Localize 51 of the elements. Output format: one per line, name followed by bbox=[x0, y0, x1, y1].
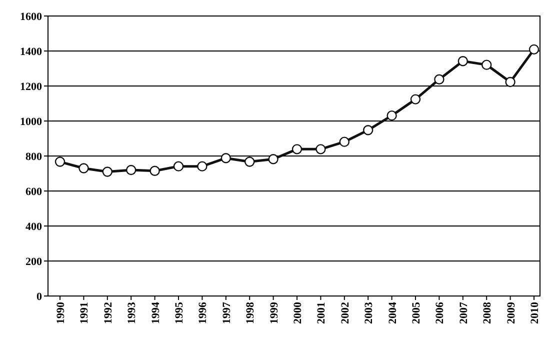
y-tick-label: 800 bbox=[26, 150, 42, 163]
y-tick-label: 1200 bbox=[20, 80, 42, 93]
x-tick-label: 1996 bbox=[197, 302, 210, 324]
point bbox=[434, 74, 444, 84]
x-tick-label: 1990 bbox=[55, 302, 67, 324]
x-tick-label: 2000 bbox=[292, 302, 304, 324]
x-tick-label: 1992 bbox=[102, 302, 114, 324]
point bbox=[197, 161, 208, 172]
x-tick-label: 2006 bbox=[434, 302, 446, 324]
x-tick-label: 2004 bbox=[386, 302, 399, 324]
point bbox=[244, 156, 255, 167]
point bbox=[316, 144, 326, 154]
point bbox=[102, 166, 112, 177]
x-tick-label: 1999 bbox=[268, 302, 280, 324]
x-tick-label: 1993 bbox=[126, 302, 138, 324]
point bbox=[292, 144, 302, 154]
x-tick-label: 2001 bbox=[316, 302, 328, 324]
x-tick-label: 2007 bbox=[458, 302, 470, 324]
x-tick-label: 1995 bbox=[174, 302, 186, 324]
point bbox=[339, 136, 350, 147]
point bbox=[505, 76, 516, 88]
x-tick-label: 2009 bbox=[505, 302, 518, 324]
x-tick-label: 2005 bbox=[410, 302, 422, 324]
point bbox=[54, 156, 66, 167]
y-tick-label: 400 bbox=[26, 220, 42, 233]
point bbox=[268, 154, 278, 164]
y-tick-label: 1600 bbox=[20, 10, 42, 23]
point bbox=[458, 56, 468, 66]
point bbox=[220, 153, 231, 164]
point bbox=[528, 44, 540, 55]
x-tick-label: 2010 bbox=[529, 302, 541, 324]
point bbox=[410, 94, 421, 104]
x-tick-label: 1991 bbox=[78, 302, 91, 324]
x-tick-label: 1998 bbox=[244, 302, 257, 324]
point bbox=[150, 166, 160, 176]
y-tick-label: 600 bbox=[26, 186, 42, 198]
x-tick-label: 2002 bbox=[339, 302, 352, 324]
y-tick-label: 0 bbox=[36, 290, 42, 303]
y-tick-label: 200 bbox=[26, 256, 42, 268]
x-tick-label: 1994 bbox=[150, 302, 162, 324]
point bbox=[78, 163, 89, 174]
y-tick-label: 1000 bbox=[20, 116, 42, 128]
point bbox=[126, 164, 136, 176]
x-tick-label: 2008 bbox=[482, 302, 494, 324]
point bbox=[173, 161, 184, 172]
point bbox=[363, 125, 374, 136]
x-tick-label: 2003 bbox=[363, 302, 376, 324]
y-tick-label: 1400 bbox=[20, 46, 42, 58]
point bbox=[386, 110, 397, 121]
x-tick-label: 1997 bbox=[220, 302, 233, 324]
point bbox=[482, 60, 492, 70]
